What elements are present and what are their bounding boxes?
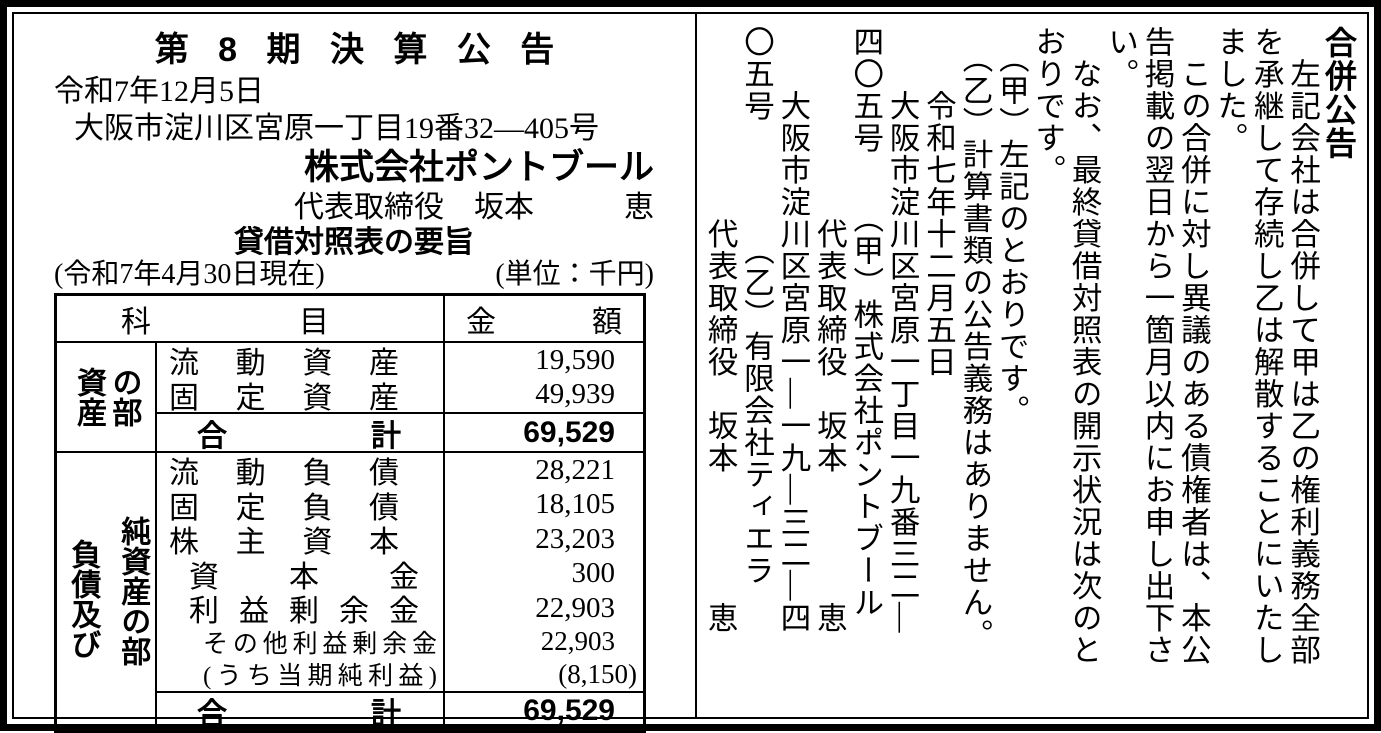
account-amount: 18,105 [443,487,643,522]
account-name: (うち当期純利益) [203,663,437,691]
account-name: 流動負債 [169,457,399,491]
merger-text-column: なお、最終貸借対照表の開示状況は次のと [1067,26,1102,666]
account-row: 株主資本 23,203 [157,522,643,559]
group-label-col: 負債及び [66,539,100,660]
merger-text-column: い。 [1103,26,1138,90]
balance-sheet-unit: (単位：千円) [495,259,654,290]
subject-header-char: 目 [299,305,329,339]
account-name: 固定資産 [169,381,399,415]
total-amount: 69,529 [443,414,643,451]
settlement-notice: 第 8 期 決 算 公 告 令和7年12月5日 大阪市淀川区宮原一丁目19番32… [14,14,695,733]
party-kou-address-column: 大阪市淀川区宮原一丁目一九番三二— [885,26,920,634]
party-kou-representative-column: 代表取締役 坂本 恵 [812,26,847,634]
account-amount: 19,590 [443,343,643,378]
balance-sheet-table: 科 目 金 額 資産 の部 流動資産 [54,293,646,733]
liabilities-rows: 流動負債 28,221 固定負債 18,105 株主資本 23,203 資本 [157,453,643,731]
amount-column-header: 金 額 [443,296,643,341]
balance-sheet-title: 貸借対照表の要旨 [234,226,474,259]
account-amount: 22,903 [443,625,643,658]
subject-header-char: 科 [121,305,151,339]
account-row: 固定負債 18,105 [157,487,643,525]
account-row: (うち当期純利益) (8,150) [157,658,643,691]
account-row: 流動負債 28,221 [157,453,643,490]
merger-notice: 合併公告 左記会社は合併して甲は乙の権利義務全部 を承継して存続し乙は解散するこ… [695,14,1367,717]
notice-date: 令和7年12月5日 [54,75,264,108]
account-name: 利益剰余金 [189,595,419,629]
merger-text-column: （甲）左記のとおりです。 [994,26,1029,427]
account-row: 利益剰余金 22,903 [157,591,643,628]
account-amount: (8,150) [443,658,643,691]
amount-header-char: 額 [592,305,622,339]
account-name: 株主資本 [169,526,399,560]
party-otsu-address-column: 大阪市淀川区宮原一—一九—三二—四 [775,26,810,634]
account-amount: 23,203 [443,522,643,557]
liabilities-group-label: 負債及び 純資産の部 [57,453,157,730]
group-label-col: の部 [107,367,141,427]
liabilities-total-row: 合計 69,529 [157,690,643,731]
total-amount: 69,529 [443,692,643,730]
account-row: その他利益剰余金 22,903 [157,625,643,658]
company-name: 株式会社ポントブール [303,148,654,187]
company-address: 大阪市淀川区宮原一丁目19番32—405号 [74,112,599,145]
assets-rows: 流動資産 19,590 固定資産 49,939 合計 69,529 [157,343,643,453]
account-row: 流動資産 19,590 [157,343,643,380]
party-otsu-company-column: 〇五号 （乙）有限会社ティエラ [739,26,774,587]
party-otsu-representative-column: 代表取締役 坂本 恵 [703,26,738,634]
merger-text-column: を承継して存続し乙は解散することにいたし [1249,26,1284,666]
merger-notice-heading: 合併公告 [1321,26,1357,160]
account-name: その他利益剰余金 [203,630,437,658]
assets-section: 資産 の部 流動資産 19,590 固定資産 49,939 合 [57,341,643,453]
total-label: 合計 [197,698,401,731]
merger-date-column: 令和七年十二月五日 [921,26,956,378]
group-label-col: 資産 [72,367,105,427]
group-label-col: 純資産の部 [116,516,150,667]
liabilities-section: 負債及び 純資産の部 流動負債 28,221 固定負債 18,105 [57,451,643,731]
account-amount: 300 [443,556,643,591]
total-label: 合計 [197,419,401,453]
account-name: 固定負債 [169,491,399,525]
account-row: 固定資産 49,939 [157,377,643,415]
merger-text-column: （乙）計算書類の公告義務はありません。 [957,26,992,651]
amount-header-char: 金 [466,305,496,339]
account-row: 資本金 300 [157,556,643,594]
representative-name: 代表取締役 坂本 恵 [294,191,654,224]
settlement-title: 第 8 期 決 算 公 告 [154,31,565,69]
table-header-row: 科 目 金 額 [57,296,643,341]
account-amount: 49,939 [443,377,643,412]
assets-total-row: 合計 69,529 [157,412,643,453]
account-name: 流動資産 [169,347,399,381]
merger-text-column: おりです。 [1030,26,1065,186]
merger-text-column: 左記会社は合併して甲は乙の権利義務全部 [1285,26,1320,666]
party-kou-company-column: 四〇五号 （甲）株式会社ポントブール [848,26,883,619]
merger-text-column: ました。 [1212,26,1247,154]
merger-text-column: 告掲載の翌日から一箇月以内にお申し出下さ [1139,26,1174,666]
merger-text-column: この合併に対し異議のある債権者は、本公 [1176,26,1211,666]
account-amount: 22,903 [443,591,643,626]
subject-column-header: 科 目 [57,296,443,341]
balance-sheet-meta: (令和7年4月30日現在) (単位：千円) [54,259,654,290]
balance-sheet-asof: (令和7年4月30日現在) [54,259,325,290]
assets-group-label: 資産 の部 [57,343,157,451]
notice-inner-frame: 第 8 期 決 算 公 告 令和7年12月5日 大阪市淀川区宮原一丁目19番32… [12,12,1369,733]
account-name: 資本金 [189,560,419,594]
account-amount: 28,221 [443,453,643,488]
